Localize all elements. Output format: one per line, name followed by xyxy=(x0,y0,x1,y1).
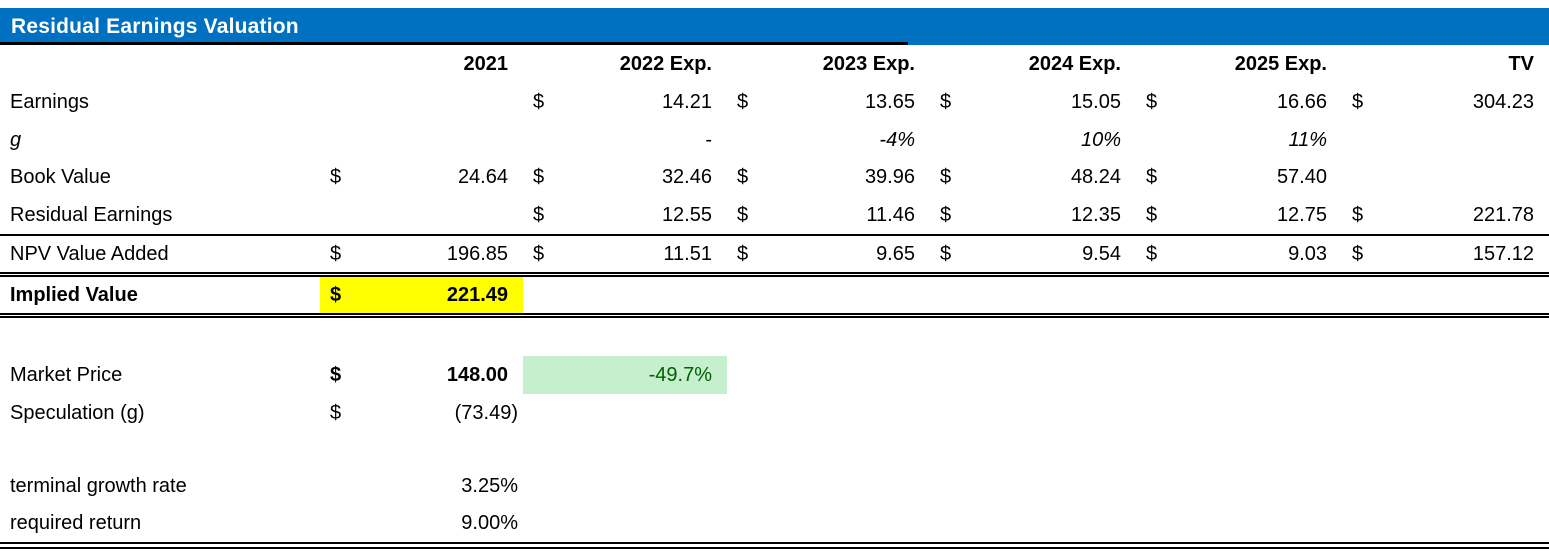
row-label-residual-earnings[interactable]: Residual Earnings xyxy=(10,203,173,226)
cell-terminal-growth-value[interactable]: 3.25% xyxy=(461,475,518,497)
row-label-book-value[interactable]: Book Value xyxy=(10,166,111,188)
dollar-sign: $ xyxy=(330,401,342,424)
cell-growth-tv[interactable] xyxy=(1342,121,1549,159)
cell-residual-2025[interactable]: $12.75 xyxy=(1146,203,1327,226)
cell-earnings-2023[interactable]: $13.65 xyxy=(737,91,915,113)
dollar-sign: $ xyxy=(737,91,749,113)
dollar-sign: $ xyxy=(737,242,749,265)
cell-implied-value-2021[interactable]: $221.49 xyxy=(320,277,523,313)
cell-market-discount[interactable]: -49.7% xyxy=(523,356,727,394)
dollar-sign: $ xyxy=(1352,91,1364,113)
dollar-sign: $ xyxy=(940,203,952,226)
dollar-sign: $ xyxy=(1352,242,1364,265)
cell-book-value-2021[interactable]: $24.64 xyxy=(330,166,508,188)
cell-earnings-tv[interactable]: $304.23 xyxy=(1352,91,1534,113)
row-label-market-price[interactable]: Market Price xyxy=(10,363,123,386)
cell-residual-2022[interactable]: $12.55 xyxy=(533,203,712,226)
header-row: 2021 2022 Exp. 2023 Exp. 2024 Exp. 2025 … xyxy=(0,45,1549,84)
col-header-2023[interactable]: 2023 Exp. xyxy=(822,53,915,75)
row-book-value: Book Value $24.64 $32.46 $39.96 $48.24 $… xyxy=(0,159,1549,196)
row-label-required-return[interactable]: required return xyxy=(10,512,142,534)
dollar-sign: $ xyxy=(533,166,545,188)
page-title: Residual Earnings Valuation xyxy=(11,14,299,38)
col-header-2021[interactable]: 2021 xyxy=(463,53,509,75)
dollar-sign: $ xyxy=(533,242,545,265)
row-label-earnings[interactable]: Earnings xyxy=(10,91,89,113)
title-underline xyxy=(0,42,908,45)
dollar-sign: $ xyxy=(1146,242,1158,265)
row-terminal-growth: terminal growth rate 3.25% xyxy=(0,468,1549,505)
cell-earnings-2021[interactable] xyxy=(320,84,523,121)
row-label-growth[interactable]: g xyxy=(10,128,22,151)
cell-growth-2022[interactable]: - xyxy=(705,128,712,151)
row-label-npv[interactable]: NPV Value Added xyxy=(10,242,169,265)
row-label-implied-value[interactable]: Implied Value xyxy=(10,283,138,306)
dollar-sign: $ xyxy=(940,242,952,265)
cell-npv-2025[interactable]: $9.03 xyxy=(1146,242,1327,265)
dollar-sign: $ xyxy=(330,166,342,188)
title-bar: Residual Earnings Valuation xyxy=(0,8,1549,45)
row-market-price: Market Price $148.00 -49.7% xyxy=(0,356,1549,394)
dollar-sign: $ xyxy=(940,91,952,113)
cell-npv-2023[interactable]: $9.65 xyxy=(737,242,915,265)
row-label-speculation[interactable]: Speculation (g) xyxy=(10,401,145,424)
cell-residual-2024[interactable]: $12.35 xyxy=(940,203,1121,226)
cell-required-return-value[interactable]: 9.00% xyxy=(461,512,518,534)
dollar-sign: $ xyxy=(737,203,749,226)
cell-earnings-2024[interactable]: $15.05 xyxy=(940,91,1121,113)
cell-growth-2024[interactable]: 10% xyxy=(1080,128,1121,151)
row-required-return: required return 9.00% xyxy=(0,505,1549,542)
cell-growth-2023[interactable]: -4% xyxy=(879,128,915,151)
cell-market-price-2021[interactable]: $148.00 xyxy=(330,363,508,386)
dollar-sign: $ xyxy=(533,91,545,113)
cell-residual-2021[interactable] xyxy=(320,196,523,234)
cell-npv-2022[interactable]: $11.51 xyxy=(533,242,712,265)
dollar-sign: $ xyxy=(1146,91,1158,113)
cell-residual-tv[interactable]: $221.78 xyxy=(1352,203,1534,226)
col-header-2025[interactable]: 2025 Exp. xyxy=(1234,53,1327,75)
sheet-bottom-border xyxy=(0,542,1549,549)
cell-book-value-2022[interactable]: $32.46 xyxy=(533,166,712,188)
cell-npv-tv[interactable]: $157.12 xyxy=(1352,242,1534,265)
cell-book-value-2025[interactable]: $57.40 xyxy=(1146,166,1327,188)
cell-npv-2024[interactable]: $9.54 xyxy=(940,242,1121,265)
cell-npv-2021[interactable]: $196.85 xyxy=(330,242,508,265)
row-label-terminal-growth[interactable]: terminal growth rate xyxy=(10,475,187,497)
dollar-sign: $ xyxy=(330,242,342,265)
cell-growth-2025[interactable]: 11% xyxy=(1288,128,1327,151)
cell-book-value-2023[interactable]: $39.96 xyxy=(737,166,915,188)
dollar-sign: $ xyxy=(1146,166,1158,188)
dollar-sign: $ xyxy=(940,166,952,188)
cell-earnings-2022[interactable]: $14.21 xyxy=(533,91,712,113)
corner-cell[interactable] xyxy=(0,45,320,84)
dollar-sign: $ xyxy=(1146,203,1158,226)
dollar-sign: $ xyxy=(330,283,342,306)
cell-book-value-tv[interactable] xyxy=(1342,159,1549,196)
cell-book-value-2024[interactable]: $48.24 xyxy=(940,166,1121,188)
row-implied-value: Implied Value $221.49 xyxy=(0,277,1549,318)
cell-growth-2021[interactable] xyxy=(320,121,523,159)
dollar-sign: $ xyxy=(330,363,342,386)
cell-residual-2023[interactable]: $11.46 xyxy=(737,203,915,226)
dollar-sign: $ xyxy=(533,203,545,226)
dollar-sign: $ xyxy=(1352,203,1364,226)
row-residual-earnings: Residual Earnings $12.55 $11.46 $12.35 $… xyxy=(0,196,1549,234)
cell-speculation-2021[interactable]: $ (73.49) xyxy=(330,401,518,424)
row-npv-value-added: NPV Value Added $196.85 $11.51 $9.65 $9.… xyxy=(0,234,1549,277)
row-earnings: Earnings $14.21 $13.65 $15.05 $16.66 $30… xyxy=(0,84,1549,121)
cell-earnings-2025[interactable]: $16.66 xyxy=(1146,91,1327,113)
col-header-2024[interactable]: 2024 Exp. xyxy=(1028,53,1121,75)
col-header-2022[interactable]: 2022 Exp. xyxy=(619,53,712,75)
dollar-sign: $ xyxy=(737,166,749,188)
row-growth: g - -4% 10% 11% xyxy=(0,121,1549,159)
col-header-tv[interactable]: TV xyxy=(1508,53,1534,75)
row-speculation: Speculation (g) $ (73.49) xyxy=(0,394,1549,432)
